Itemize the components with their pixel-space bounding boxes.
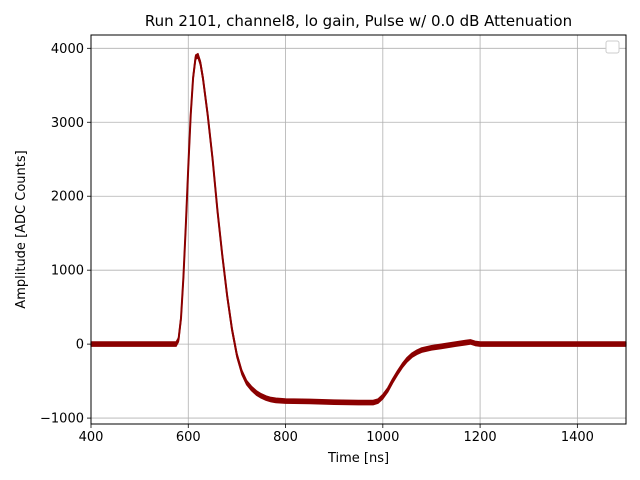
y-tick-label: 1000 (51, 264, 84, 279)
legend-box (605, 40, 620, 54)
x-tick-label: 400 (79, 430, 104, 445)
x-tick-label: 1400 (561, 430, 594, 445)
x-tick-label: 1000 (366, 430, 399, 445)
y-tick-label: 0 (76, 338, 84, 353)
chart-title: Run 2101, channel8, lo gain, Pulse w/ 0.… (145, 12, 572, 30)
y-tick-label: 2000 (51, 190, 84, 205)
x-axis: 400 600 800 1000 1200 1400 (79, 424, 594, 445)
grid (90, 35, 626, 424)
y-axis-label: Amplitude [ADC Counts] (14, 150, 29, 308)
x-tick-label: 1200 (464, 430, 497, 445)
series-line (91, 54, 626, 404)
x-axis-label: Time [ns] (327, 451, 389, 466)
y-tick-label: −1000 (40, 412, 84, 427)
x-tick-label: 800 (273, 430, 298, 445)
y-tick-label: 4000 (51, 42, 84, 57)
x-tick-label: 600 (176, 430, 201, 445)
y-axis: −1000 0 1000 2000 3000 4000 (40, 42, 91, 427)
y-tick-label: 3000 (51, 116, 84, 131)
plot-frame (90, 34, 627, 425)
